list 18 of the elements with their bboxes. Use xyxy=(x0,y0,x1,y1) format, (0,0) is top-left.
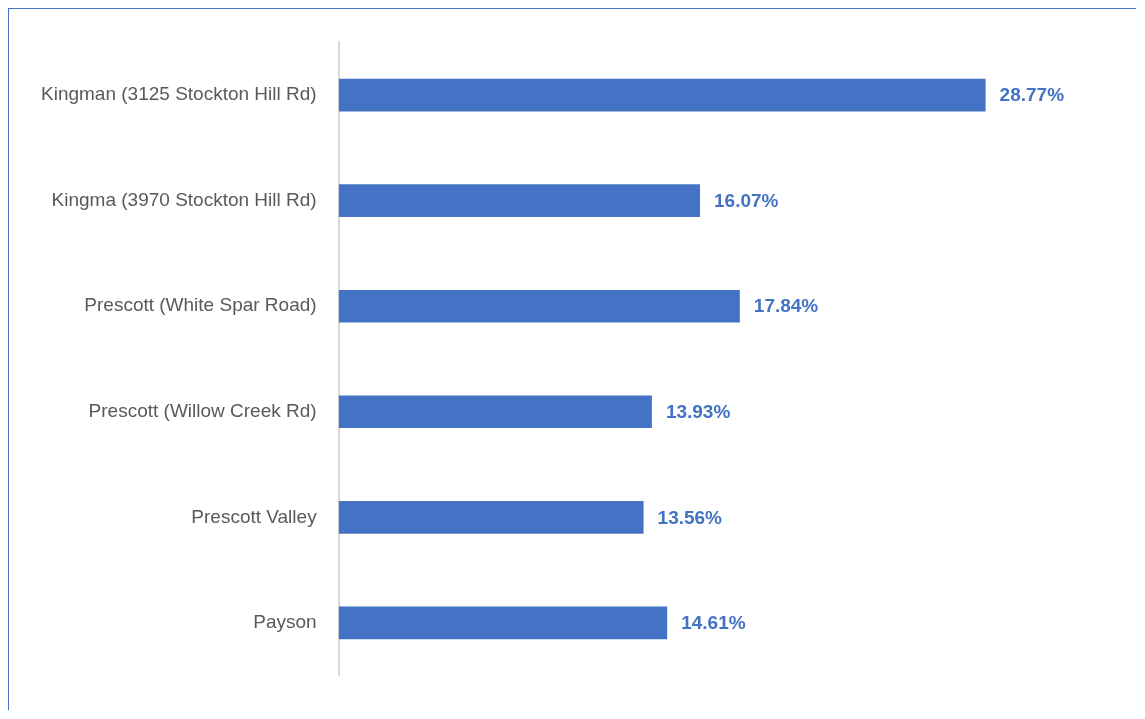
bar xyxy=(338,500,644,534)
y-tick-label: Prescott (Willow Creek Rd) xyxy=(88,400,317,421)
bar xyxy=(338,606,668,640)
bar xyxy=(338,184,701,218)
data-label: 13.93% xyxy=(665,401,731,422)
y-tick-label: Prescott (White Spar Road) xyxy=(84,294,317,316)
bar xyxy=(338,78,986,112)
y-tick-label: Payson xyxy=(253,611,317,633)
bar xyxy=(338,395,652,429)
data-label: 16.07% xyxy=(714,189,779,211)
bar xyxy=(338,289,740,323)
y-tick-label: Kingma (3970 Stockton Hill Rd) xyxy=(51,188,317,210)
data-label: 28.77% xyxy=(999,84,1065,106)
y-tick-label: Prescott Valley xyxy=(191,505,318,527)
data-label: 17.84% xyxy=(753,295,819,317)
y-tick-label: Kingman (3125 Stockton Hill Rd) xyxy=(40,83,317,105)
data-label: 13.56% xyxy=(657,506,723,528)
data-label: 14.61% xyxy=(681,612,746,634)
